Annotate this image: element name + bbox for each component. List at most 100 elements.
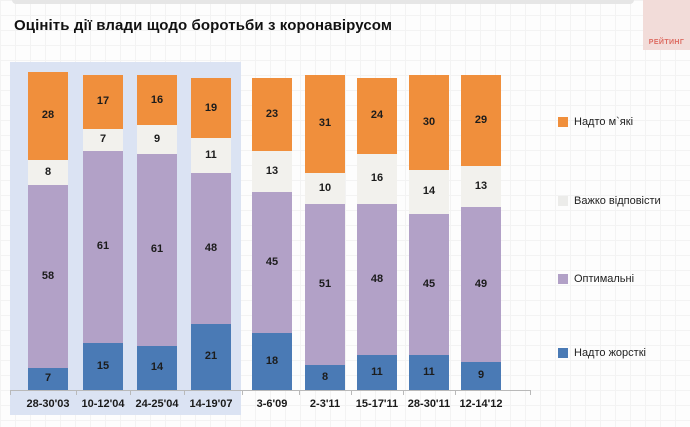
bar-segment: 18: [252, 333, 292, 390]
bar-segment: 19: [191, 78, 231, 139]
bar-segment: 61: [83, 150, 123, 343]
legend-item-too-soft: Надто м`які: [558, 116, 633, 128]
axis-tick-mark: [130, 390, 131, 395]
bar-column-28-30'11: 11 45 14 30: [409, 75, 449, 390]
axis-tick-mark: [403, 390, 404, 395]
bar-segment: 13: [461, 166, 501, 208]
legend-swatch-orange: [558, 117, 568, 127]
axis-tick-mark: [351, 390, 352, 395]
bar-segment: 48: [357, 204, 397, 356]
bar-value-label: 14: [422, 185, 436, 198]
rating-group-logo: РЕЙТИНГ: [643, 0, 690, 50]
bar-value-label: 58: [41, 270, 55, 283]
bar-value-label: 49: [474, 277, 488, 290]
bar-value-label: 18: [265, 355, 279, 368]
legend-swatch-purple: [558, 274, 568, 284]
bar-segment: 10: [305, 172, 345, 205]
x-axis-label: 10-12'04: [81, 398, 125, 410]
bar-value-label: 8: [44, 166, 52, 179]
bar-value-label: 61: [96, 240, 110, 253]
axis-tick-mark: [75, 390, 77, 395]
bar-column-2-3'11: 8 51 10 31: [305, 75, 345, 390]
bar-value-label: 30: [422, 115, 436, 128]
bar-segment: 28: [28, 71, 68, 161]
card-top-edge: [12, 0, 634, 4]
bar-value-label: 8: [321, 370, 329, 383]
bar-value-label: 16: [370, 172, 384, 185]
legend-label: Оптимальні: [574, 273, 635, 285]
bar-segment: 9: [137, 125, 177, 154]
bar-value-label: 48: [204, 241, 218, 254]
bar-segment: 24: [357, 78, 397, 154]
page-title: Оцініть дії влади щодо боротьби з корона…: [14, 17, 393, 34]
bar-column-15-17'11: 11 48 16 24: [357, 78, 397, 390]
bar-segment: 61: [137, 153, 177, 346]
legend-label: Важко відповісти: [574, 195, 661, 207]
x-axis-label: 12-14'12: [459, 398, 503, 410]
bar-value-label: 17: [96, 95, 110, 108]
bar-value-label: 9: [153, 133, 161, 146]
bar-value-label: 23: [265, 107, 279, 120]
bar-segment: 16: [357, 153, 397, 205]
bar-value-label: 21: [204, 350, 218, 363]
bar-value-label: 51: [318, 277, 332, 290]
bar-column-12-14'12: 9 49 13 29: [461, 75, 501, 390]
bar-value-label: 24: [370, 109, 384, 122]
legend-label: Надто м`які: [574, 116, 634, 128]
axis-tick-mark: [10, 390, 11, 395]
x-axis-label: 24-25'04: [135, 398, 179, 410]
legend-item-optimal: Оптимальні: [558, 273, 634, 285]
x-axis-label: 28-30'03: [26, 398, 70, 410]
axis-tick-mark: [241, 390, 243, 395]
bar-column-14-19'07: 21 48 11 19: [191, 78, 231, 390]
x-axis-label: 14-19'07: [189, 398, 233, 410]
bar-segment: 51: [305, 204, 345, 365]
bar-value-label: 19: [204, 101, 218, 114]
bar-segment: 11: [191, 138, 231, 173]
bar-segment: 16: [137, 75, 177, 126]
bar-segment: 45: [409, 213, 449, 356]
bar-value-label: 61: [150, 243, 164, 256]
bar-column-3-6'09: 18 45 13 23: [252, 78, 292, 390]
bar-segment: 23: [252, 78, 292, 151]
bar-value-label: 9: [477, 369, 485, 382]
bar-segment: 15: [83, 342, 123, 390]
bar-value-label: 48: [370, 273, 384, 286]
bar-value-label: 13: [265, 164, 279, 177]
x-axis-label: 2-3'11: [309, 398, 341, 410]
x-axis-label: 28-30'11: [407, 398, 451, 410]
bar-value-label: 31: [318, 117, 332, 130]
bar-segment: 11: [409, 355, 449, 390]
bar-value-label: 15: [96, 359, 110, 372]
bar-value-label: 45: [422, 277, 436, 290]
bar-value-label: 7: [44, 372, 52, 385]
bar-value-label: 7: [99, 133, 107, 146]
legend-swatch-white: [558, 196, 568, 206]
legend-label: Надто жорсткі: [574, 347, 646, 359]
bar-segment: 11: [357, 355, 397, 390]
axis-tick-mark: [298, 390, 300, 395]
bar-segment: 30: [409, 75, 449, 170]
bar-segment: 14: [137, 345, 177, 390]
bar-segment: 7: [28, 367, 68, 390]
bar-value-label: 45: [265, 255, 279, 268]
legend-item-too-strict: Надто жорсткі: [558, 347, 646, 359]
x-axis-line: [10, 390, 531, 391]
legend-swatch-blue: [558, 348, 568, 358]
bar-value-label: 28: [41, 109, 55, 122]
x-axis-label: 3-6'09: [256, 398, 288, 410]
bar-segment: 17: [83, 75, 123, 129]
bar-value-label: 13: [474, 180, 488, 193]
bar-segment: 49: [461, 207, 501, 362]
bar-column-28-30'03: 7 58 8 28: [28, 71, 68, 390]
bar-value-label: 14: [150, 361, 164, 374]
bar-value-label: 29: [474, 114, 488, 127]
x-axis-label: 15-17'11: [355, 398, 399, 410]
bar-segment: 58: [28, 185, 68, 368]
bar-column-10-12'04: 15 61 7 17: [83, 75, 123, 390]
bar-value-label: 11: [371, 366, 383, 379]
bar-segment: 9: [461, 361, 501, 390]
bar-value-label: 16: [150, 93, 164, 106]
bar-segment: 29: [461, 75, 501, 167]
